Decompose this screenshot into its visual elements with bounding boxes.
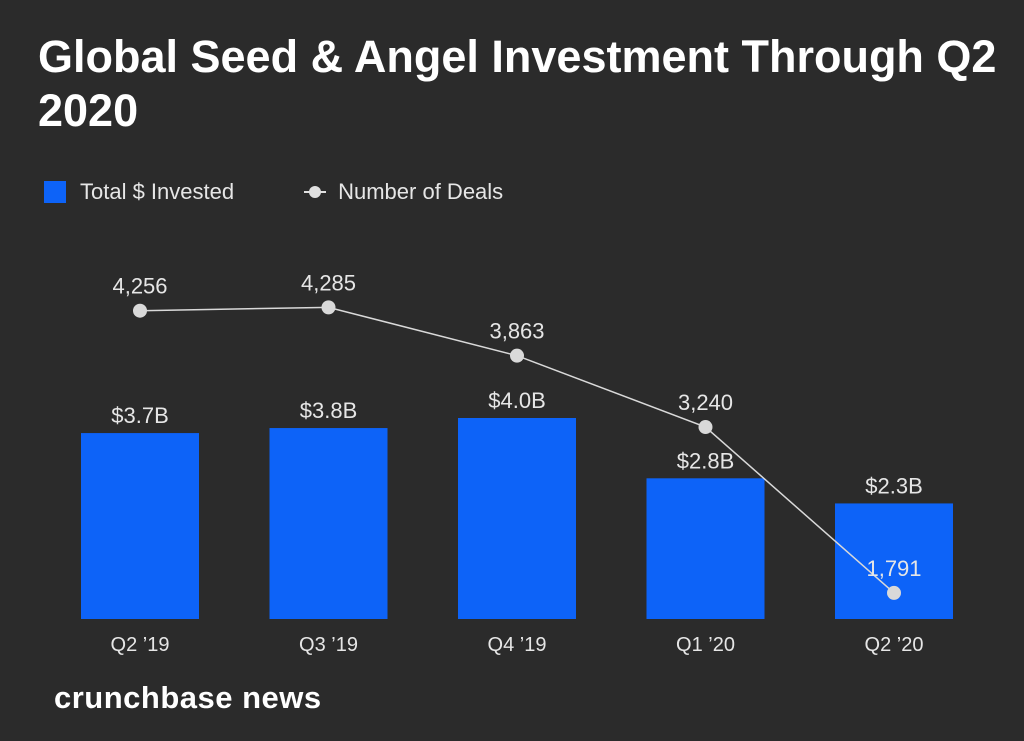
bar-2 — [269, 428, 388, 619]
deals-value-label-1: 4,256 — [112, 274, 167, 299]
x-tick-label-3: Q4 ’19 — [488, 634, 547, 656]
x-tick-label-5: Q2 ’20 — [865, 634, 924, 656]
deals-value-label-5: 1,791 — [866, 556, 921, 581]
legend-item-total-invested: Total $ Invested — [44, 179, 234, 205]
legend-label-total-invested: Total $ Invested — [80, 179, 235, 204]
legend-label-number-of-deals: Number of Deals — [338, 179, 504, 204]
legend-line-marker-icon — [304, 181, 327, 203]
chart-title: Global Seed & Angel Investment Through Q… — [38, 31, 997, 136]
legend-bar-swatch — [44, 181, 66, 203]
x-tick-label-2: Q3 ’19 — [299, 634, 358, 656]
bar-value-label-4: $2.8B — [677, 448, 735, 473]
bar-value-label-2: $3.8B — [300, 398, 358, 423]
deals-point-4 — [698, 420, 713, 435]
bar-value-label-3: $4.0B — [488, 388, 546, 413]
deals-point-2 — [321, 300, 336, 315]
bar-4 — [646, 478, 765, 619]
x-tick-label-1: Q2 ’19 — [111, 634, 170, 656]
deals-value-label-2: 4,285 — [301, 270, 356, 295]
deals-value-label-3: 3,863 — [489, 319, 544, 344]
bar-1 — [81, 433, 199, 619]
brand-logo: crunchbase news — [54, 680, 322, 715]
bar-3 — [458, 418, 576, 619]
bar-value-label-1: $3.7B — [111, 403, 169, 428]
deals-point-5 — [887, 585, 901, 600]
bar-value-label-5: $2.3B — [865, 473, 923, 498]
x-tick-label-4: Q1 ’20 — [676, 634, 735, 656]
deals-value-label-4: 3,240 — [678, 390, 733, 415]
deals-point-1 — [133, 303, 147, 318]
legend-item-number-of-deals: Number of Deals — [304, 179, 503, 205]
legend: Total $ Invested Number of Deals — [44, 176, 503, 208]
deals-point-3 — [510, 348, 524, 363]
